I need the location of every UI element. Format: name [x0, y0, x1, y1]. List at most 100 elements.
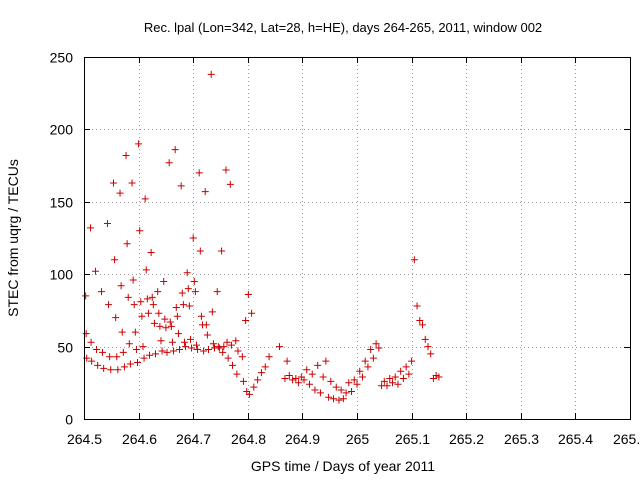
data-point — [325, 393, 333, 401]
data-point — [122, 151, 130, 159]
data-point — [200, 347, 208, 355]
data-point — [201, 188, 209, 196]
data-point — [117, 282, 125, 290]
data-point — [229, 361, 237, 369]
data-point — [190, 277, 198, 285]
y-tick-label: 250 — [50, 50, 74, 66]
data-point — [203, 331, 211, 339]
data-point — [173, 312, 181, 320]
data-point — [356, 367, 364, 375]
data-point — [337, 386, 345, 394]
data-point — [239, 377, 247, 385]
x-tick-label: 265.3 — [504, 431, 539, 447]
data-point — [168, 338, 176, 346]
data-point — [149, 301, 157, 309]
data-point — [245, 390, 253, 398]
data-point — [183, 269, 191, 277]
data-point — [369, 354, 377, 362]
x-tick-label: 264.7 — [176, 431, 211, 447]
data-point — [254, 376, 262, 384]
data-point — [119, 348, 127, 356]
data-point — [408, 357, 416, 365]
data-point — [405, 370, 413, 378]
grid-lines — [84, 57, 630, 419]
data-point — [419, 321, 427, 329]
data-point — [322, 357, 330, 365]
data-point — [82, 330, 90, 338]
data-point — [204, 345, 212, 353]
data-point — [372, 340, 380, 348]
data-point — [345, 379, 353, 387]
data-point — [285, 372, 293, 380]
data-point — [99, 348, 107, 356]
data-point — [155, 309, 163, 317]
data-point — [375, 344, 383, 352]
data-point — [342, 389, 350, 397]
data-point — [242, 317, 250, 325]
data-point — [435, 373, 443, 381]
data-point — [311, 386, 319, 394]
x-tick-label: 264.6 — [122, 431, 157, 447]
data-point — [289, 376, 297, 384]
data-point — [358, 373, 366, 381]
data-point — [106, 353, 114, 361]
data-point — [353, 380, 361, 388]
data-point — [250, 383, 258, 391]
data-point — [123, 240, 131, 248]
data-point — [128, 179, 136, 187]
data-point — [167, 322, 175, 330]
data-point — [126, 360, 134, 368]
data-point — [399, 374, 407, 382]
data-point — [132, 345, 140, 353]
data-point — [327, 377, 335, 385]
data-point — [161, 315, 169, 323]
data-point — [182, 343, 190, 351]
data-point — [140, 354, 148, 362]
data-point — [207, 70, 215, 78]
data-point — [91, 267, 99, 275]
data-point — [185, 302, 193, 310]
data-point — [397, 367, 405, 375]
data-point — [402, 363, 410, 371]
data-points — [82, 70, 443, 404]
data-point — [93, 345, 101, 353]
data-point — [319, 373, 327, 381]
data-point — [111, 256, 119, 264]
x-tick-label: 264.5 — [67, 431, 102, 447]
data-point — [350, 376, 358, 384]
data-point — [143, 295, 151, 303]
data-point — [196, 247, 204, 255]
data-point — [265, 353, 273, 361]
data-point — [135, 140, 143, 148]
data-point — [184, 285, 192, 293]
data-point — [141, 195, 149, 203]
data-point — [361, 357, 369, 365]
x-axis-label: GPS time / Days of year 2011 — [251, 458, 435, 474]
data-point — [383, 382, 391, 390]
data-point — [197, 312, 205, 320]
data-point — [157, 337, 165, 345]
data-point — [146, 351, 154, 359]
data-point — [97, 288, 105, 296]
data-point — [186, 335, 194, 343]
y-tick-label: 100 — [50, 267, 74, 283]
data-point — [148, 293, 156, 301]
data-point — [410, 256, 418, 264]
data-point — [303, 366, 311, 374]
x-tick-label: 265.1 — [395, 431, 430, 447]
data-point — [179, 301, 187, 309]
y-tick-labels: 0 50 100 150 200 250 — [50, 50, 74, 428]
data-point — [192, 341, 200, 349]
y-axis-label: STEC from uqrg / TECUs — [5, 159, 21, 317]
data-point — [171, 146, 179, 154]
x-tick-label: 265 — [346, 431, 370, 447]
data-point — [314, 361, 322, 369]
x-tick-label: 265.2 — [449, 431, 484, 447]
data-point — [154, 288, 162, 296]
data-point — [113, 353, 121, 361]
data-point — [120, 363, 128, 371]
data-point — [275, 343, 283, 351]
data-point — [367, 345, 375, 353]
data-point — [125, 340, 133, 348]
data-point — [172, 304, 180, 312]
